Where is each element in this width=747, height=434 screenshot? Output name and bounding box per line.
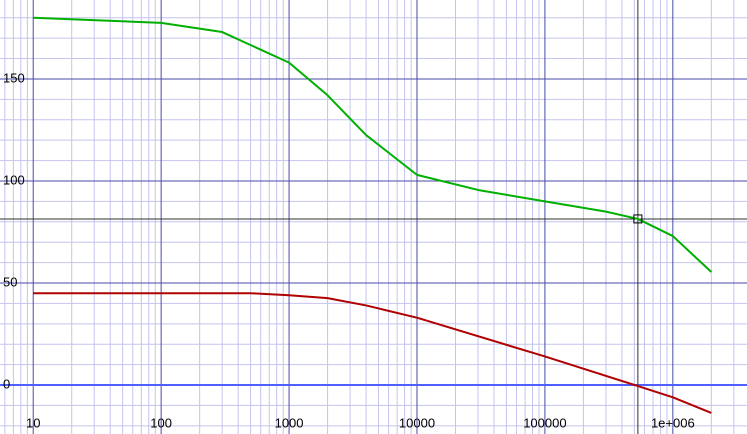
x-tick-label: 100 — [150, 415, 172, 430]
x-tick-label: 1e+006 — [651, 415, 695, 430]
cursor-marker — [633, 214, 643, 224]
x-tick-label: 10 — [26, 415, 40, 430]
y-tick-label: 150 — [3, 70, 25, 85]
x-tick-label: 1000 — [275, 415, 304, 430]
series-line — [33, 16, 713, 273]
x-tick-label: 10000 — [399, 415, 435, 430]
x-tick-label: 100000 — [523, 415, 566, 430]
y-tick-label: 100 — [3, 172, 25, 187]
series-line — [33, 292, 712, 414]
y-tick-label: 0 — [3, 376, 10, 391]
y-tick-label: 50 — [3, 274, 17, 289]
